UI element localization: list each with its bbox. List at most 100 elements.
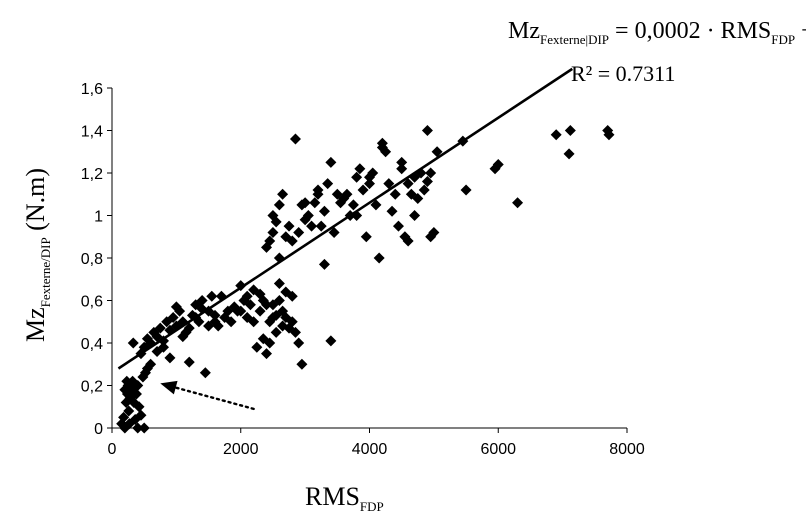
data-point bbox=[309, 197, 321, 209]
data-point bbox=[251, 341, 263, 353]
data-point bbox=[270, 326, 282, 338]
data-point bbox=[386, 205, 398, 217]
data-point bbox=[373, 252, 385, 264]
data-point bbox=[212, 320, 224, 332]
data-point bbox=[409, 210, 421, 221]
y-tick-label: 1,4 bbox=[81, 124, 103, 141]
data-point bbox=[164, 352, 176, 364]
data-point bbox=[293, 337, 305, 349]
data-point bbox=[315, 220, 327, 232]
data-point bbox=[167, 312, 179, 323]
data-point bbox=[133, 401, 145, 413]
x-tick-label: 8000 bbox=[609, 441, 645, 458]
y-tick-label: 0 bbox=[94, 421, 103, 438]
data-point bbox=[129, 382, 141, 394]
y-tick-label: 1,6 bbox=[81, 81, 103, 98]
data-point bbox=[325, 335, 337, 347]
data-point bbox=[118, 411, 130, 423]
data-point bbox=[241, 290, 253, 302]
data-point bbox=[273, 278, 285, 289]
data-point bbox=[376, 137, 388, 149]
annotation-arrow-shaft bbox=[174, 386, 255, 411]
data-point bbox=[270, 309, 282, 321]
data-point bbox=[289, 133, 301, 145]
data-point bbox=[154, 322, 166, 334]
data-point bbox=[209, 309, 221, 321]
data-point bbox=[183, 322, 195, 334]
data-point bbox=[244, 299, 256, 311]
x-tick-label: 2000 bbox=[223, 441, 259, 458]
data-point bbox=[177, 331, 189, 343]
data-point bbox=[322, 178, 334, 190]
data-point bbox=[392, 220, 404, 232]
data-point bbox=[206, 290, 218, 302]
data-point bbox=[428, 227, 440, 238]
data-point bbox=[120, 397, 132, 408]
y-axis-label: MzFexterne/DIP (N.m) bbox=[21, 168, 53, 342]
axes bbox=[107, 87, 628, 433]
data-point bbox=[325, 156, 337, 168]
x-tick-label: 4000 bbox=[352, 441, 388, 458]
x-axis-label: RMSFDP bbox=[305, 482, 384, 513]
data-point bbox=[254, 305, 266, 317]
data-points bbox=[116, 125, 615, 434]
data-point bbox=[312, 184, 324, 196]
y-tick-label: 1 bbox=[94, 209, 103, 226]
data-point bbox=[402, 178, 414, 190]
data-point bbox=[512, 197, 524, 209]
data-point bbox=[267, 210, 279, 221]
data-point bbox=[145, 358, 157, 370]
data-point bbox=[318, 258, 330, 270]
data-point bbox=[396, 156, 408, 168]
data-point bbox=[248, 316, 260, 328]
data-point bbox=[351, 171, 363, 183]
data-point bbox=[257, 295, 269, 306]
data-point bbox=[360, 231, 372, 243]
data-point bbox=[341, 188, 353, 200]
data-point bbox=[286, 235, 298, 247]
data-point bbox=[354, 163, 366, 175]
data-point bbox=[563, 148, 575, 160]
data-point bbox=[261, 348, 272, 360]
trendline bbox=[117, 67, 573, 370]
data-point bbox=[306, 220, 318, 232]
tick-labels: 0 0,2 0,4 0,6 0,8 1 1,2 1,4 1,6 0 2000 4000 6000 8000 bbox=[81, 81, 645, 458]
data-point bbox=[328, 227, 340, 238]
data-point bbox=[421, 176, 433, 187]
data-point bbox=[132, 422, 144, 434]
y-tick-label: 0,6 bbox=[81, 294, 103, 311]
data-point bbox=[302, 210, 314, 221]
data-point bbox=[126, 390, 138, 402]
data-point bbox=[293, 227, 305, 238]
x-tick-label: 6000 bbox=[480, 441, 516, 458]
trendline-equation: MzFexterne|DIP = 0,0002 · RMSFDP + 0,26 bbox=[508, 18, 806, 47]
data-point bbox=[296, 358, 308, 370]
data-point bbox=[135, 409, 147, 421]
trendline-group bbox=[117, 67, 573, 370]
data-point bbox=[170, 301, 182, 313]
data-point bbox=[273, 295, 285, 306]
data-point bbox=[273, 199, 285, 211]
data-point bbox=[299, 197, 311, 209]
data-point bbox=[138, 422, 150, 434]
data-point bbox=[277, 320, 289, 332]
data-point bbox=[383, 178, 395, 190]
x-tick-label: 0 bbox=[108, 441, 117, 458]
data-point bbox=[264, 235, 276, 247]
data-point bbox=[370, 199, 382, 211]
data-point bbox=[199, 367, 211, 379]
data-point bbox=[123, 405, 135, 417]
data-point bbox=[550, 129, 562, 141]
data-point bbox=[380, 146, 392, 158]
data-point bbox=[121, 375, 133, 387]
r-squared-label: R² = 0.7311 bbox=[571, 61, 675, 86]
data-point bbox=[603, 129, 615, 141]
data-point bbox=[283, 220, 295, 232]
data-point bbox=[402, 235, 414, 247]
data-point bbox=[431, 146, 443, 158]
data-point bbox=[183, 356, 195, 368]
data-point bbox=[151, 346, 163, 357]
data-point bbox=[412, 193, 424, 204]
data-point bbox=[425, 167, 437, 179]
